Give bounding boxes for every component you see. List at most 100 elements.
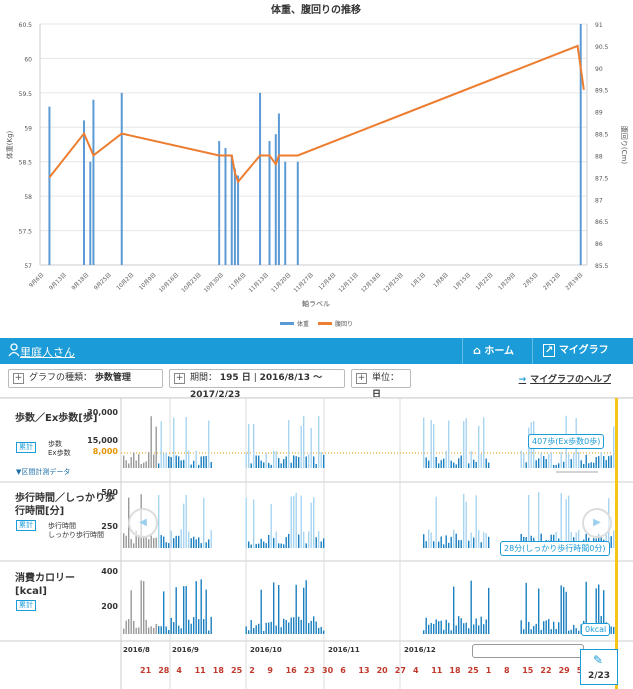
daily-bar: [613, 426, 615, 468]
daily-bar: [560, 452, 562, 468]
help-link[interactable]: → マイグラフのヘルプ: [519, 372, 611, 385]
daily-bar: [583, 463, 585, 468]
daily-bar: [550, 452, 552, 468]
day-label: 30: [322, 666, 334, 675]
daily-bar: [130, 539, 132, 548]
daily-bar: [185, 417, 187, 468]
steps-cumulative-badge[interactable]: 累計: [16, 442, 36, 453]
daily-bar: [603, 590, 605, 634]
nav-bar: 里庭人さん ⌂ ホーム ↗ マイグラフ: [0, 338, 633, 364]
daily-bar: [138, 454, 140, 468]
daily-bar: [158, 626, 160, 634]
daily-bar: [458, 540, 460, 548]
period-select[interactable]: + 期間： 195 日 | 2016/8/13 ～ 2017/2/23: [169, 369, 345, 400]
page-indicator[interactable]: ✎ 2/23: [580, 649, 618, 685]
walk-time-legend-2: しっかり歩行時間: [48, 531, 104, 539]
daily-bar: [130, 590, 132, 634]
x-tick-label: 12月25日: [382, 271, 405, 294]
daily-bar: [440, 536, 442, 548]
left-tick-label: 58.5: [19, 160, 33, 167]
daily-bar: [298, 616, 300, 634]
right-tick-label: 87.5: [595, 175, 609, 182]
daily-bar: [308, 531, 310, 548]
daily-bar: [148, 452, 150, 468]
user-name-link[interactable]: 里庭人さん: [20, 346, 75, 359]
day-label: 13: [358, 666, 370, 675]
daily-bar: [280, 627, 282, 634]
left-tick-label: 59: [24, 125, 32, 132]
x-tick-label: 11月13日: [247, 271, 270, 294]
daily-bar: [158, 463, 160, 468]
day-label: 18: [449, 666, 461, 675]
daily-bar: [608, 456, 610, 468]
daily-bar: [178, 535, 180, 548]
daily-bar: [443, 458, 445, 468]
interval-data-toggle[interactable]: ▼区間計測データ: [16, 468, 71, 476]
daily-bar: [268, 534, 270, 548]
daily-bar: [478, 625, 480, 634]
day-label: 4: [176, 666, 182, 675]
daily-bar: [210, 616, 212, 634]
daily-bar: [553, 621, 555, 634]
daily-bar: [180, 460, 182, 468]
daily-bar: [290, 496, 292, 548]
daily-bar: [270, 504, 272, 548]
daily-bar: [603, 456, 605, 468]
unit-select[interactable]: + 単位： 日: [351, 369, 411, 400]
month-label: 2016/10: [250, 646, 282, 654]
daily-bar: [150, 626, 152, 634]
daily-bar: [453, 462, 455, 468]
daily-bar: [268, 462, 270, 468]
daily-bar: [208, 539, 210, 548]
daily-bar: [595, 457, 597, 468]
left-tick-label: 57.5: [19, 229, 33, 236]
daily-bar: [563, 587, 565, 634]
scroll-left-button[interactable]: ◀: [128, 508, 158, 538]
daily-bar: [255, 543, 257, 548]
calorie-cumulative-badge[interactable]: 累計: [16, 600, 36, 611]
daily-bar: [598, 456, 600, 468]
range-slider[interactable]: [472, 644, 584, 658]
daily-bar: [528, 495, 530, 548]
daily-bar: [180, 529, 182, 548]
daily-bar: [475, 461, 477, 468]
daily-bar: [170, 457, 172, 468]
daily-bar: [470, 580, 472, 634]
daily-bar: [475, 618, 477, 634]
x-tick-label: 10月16日: [158, 271, 181, 294]
weight-waist-chart: 体重、腹回りの推移 57 57.5 58 58.5 59 59.5 60 60.5 85.5 86 8…: [0, 0, 633, 335]
mygraph-button[interactable]: ↗ マイグラフ: [532, 338, 622, 364]
daily-bar: [470, 532, 472, 548]
daily-bar: [180, 628, 182, 634]
x-tick-label: 9月6日: [28, 271, 46, 289]
edit-icon: ✎: [593, 653, 604, 667]
walk-time-cumulative-badge[interactable]: 累計: [16, 520, 36, 531]
right-tick-label: 86.5: [595, 219, 609, 226]
daily-bar: [143, 581, 145, 634]
daily-bar: [458, 458, 460, 468]
daily-bar: [455, 533, 457, 548]
weight-bar: [224, 147, 227, 265]
calorie-ytick-mid: 200: [101, 602, 118, 611]
scroll-right-button[interactable]: ▶: [582, 508, 612, 538]
daily-bar: [305, 580, 307, 634]
daily-bar: [260, 460, 262, 468]
daily-bar: [138, 627, 140, 634]
home-button[interactable]: ⌂ ホーム: [462, 338, 532, 364]
daily-bar: [523, 453, 525, 468]
daily-bar: [253, 423, 255, 468]
daily-bar: [585, 533, 587, 548]
daily-bar: [245, 452, 247, 468]
daily-bar: [273, 537, 275, 548]
daily-bar: [613, 530, 615, 548]
left-tick-label: 60.5: [19, 22, 33, 29]
daily-bar: [270, 464, 272, 468]
daily-bar: [458, 616, 460, 634]
daily-bar: [568, 630, 570, 634]
daily-bar: [273, 582, 275, 634]
weight-bar: [237, 175, 240, 265]
graph-type-select[interactable]: + グラフの種類： 歩数管理: [8, 369, 163, 388]
daily-bar: [190, 464, 192, 468]
x-tick-label: 11月27日: [292, 271, 315, 294]
x-tick-label: 1月29日: [497, 271, 517, 291]
